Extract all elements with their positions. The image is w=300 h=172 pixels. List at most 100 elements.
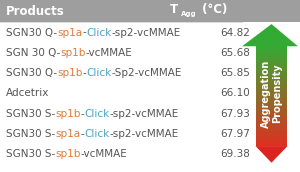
Bar (256, 97, 287, 99)
Polygon shape (256, 146, 287, 163)
Bar (256, 100, 287, 101)
Bar (256, 112, 287, 114)
Bar (256, 62, 287, 64)
Bar (256, 51, 287, 52)
Bar (256, 56, 287, 57)
Text: -: - (82, 28, 86, 37)
Bar (256, 76, 287, 77)
Bar (256, 79, 287, 80)
Text: SGN30 S-: SGN30 S- (6, 129, 55, 139)
Bar (256, 130, 287, 131)
Bar (256, 120, 287, 121)
Bar (256, 59, 287, 60)
Bar (256, 110, 287, 111)
Text: T: T (169, 3, 178, 16)
Bar (256, 50, 287, 51)
Text: -sp2-vcMMAE: -sp2-vcMMAE (111, 28, 181, 37)
Bar (256, 109, 287, 110)
Text: SGN30 Q-: SGN30 Q- (6, 28, 57, 37)
Text: 66.10: 66.10 (220, 88, 250, 98)
Bar (256, 49, 287, 50)
Bar (256, 137, 287, 139)
Bar (256, 102, 287, 104)
Bar (256, 61, 287, 62)
Bar (256, 132, 287, 134)
Bar (256, 89, 287, 90)
Text: 65.68: 65.68 (220, 48, 250, 58)
Text: Adcetrix: Adcetrix (6, 88, 50, 98)
Bar (256, 54, 287, 55)
Bar (256, 82, 287, 84)
Text: sp1a: sp1a (57, 28, 82, 37)
Text: Click: Click (84, 109, 110, 119)
Bar (256, 127, 287, 129)
Bar (256, 111, 287, 112)
Text: Agg: Agg (181, 11, 197, 17)
Bar (256, 124, 287, 125)
Text: sp1b: sp1b (55, 109, 81, 119)
Bar (256, 66, 287, 67)
Text: (°C): (°C) (198, 3, 227, 16)
Bar (256, 99, 287, 100)
Bar (256, 70, 287, 71)
Text: SGN 30 Q-: SGN 30 Q- (6, 48, 60, 58)
Bar (256, 114, 287, 115)
Bar (256, 47, 287, 49)
Bar (256, 101, 287, 102)
Bar (256, 67, 287, 69)
Bar (256, 139, 287, 140)
Text: -: - (81, 109, 84, 119)
Text: sp1b: sp1b (60, 48, 86, 58)
Bar (256, 74, 287, 75)
Bar (256, 80, 287, 81)
Bar (256, 60, 287, 61)
Bar (256, 55, 287, 56)
Bar (256, 91, 287, 92)
Polygon shape (242, 24, 298, 46)
Text: 67.97: 67.97 (220, 129, 250, 139)
Bar (256, 106, 287, 107)
Bar (256, 104, 287, 105)
Bar (256, 90, 287, 91)
Text: -sp2-vcMMAE: -sp2-vcMMAE (110, 109, 179, 119)
Bar (256, 105, 287, 106)
Text: sp1a: sp1a (55, 129, 80, 139)
Bar (256, 85, 287, 86)
Bar (256, 81, 287, 82)
Bar (256, 72, 287, 74)
Bar (256, 95, 287, 96)
Text: SGN30 Q-: SGN30 Q- (6, 68, 57, 78)
Bar (256, 64, 287, 65)
Text: sp1b: sp1b (57, 68, 82, 78)
Bar (256, 142, 287, 144)
Bar (256, 86, 287, 87)
Text: Click: Click (86, 68, 112, 78)
Text: sp1b: sp1b (55, 149, 81, 159)
Bar (256, 119, 287, 120)
Bar (256, 65, 287, 66)
Bar (256, 107, 287, 109)
Bar (256, 77, 287, 79)
Text: -vcMMAE: -vcMMAE (86, 48, 133, 58)
Bar (256, 126, 287, 127)
Text: -vcMMAE: -vcMMAE (81, 149, 128, 159)
Text: 69.38: 69.38 (220, 149, 250, 159)
Text: -sp2-vcMMAE: -sp2-vcMMAE (110, 129, 178, 139)
Bar (256, 125, 287, 126)
Bar (256, 87, 287, 89)
Bar (256, 96, 287, 97)
Bar (256, 135, 287, 136)
Bar (256, 92, 287, 94)
Text: -: - (82, 68, 86, 78)
Bar (256, 145, 287, 146)
Bar (256, 117, 287, 119)
Bar (256, 57, 287, 59)
Bar (256, 69, 287, 70)
Bar (256, 121, 287, 122)
Text: -: - (80, 129, 84, 139)
Bar (256, 46, 287, 47)
Bar (256, 141, 287, 142)
Text: Click: Click (86, 28, 111, 37)
Bar (256, 122, 287, 124)
Bar (256, 144, 287, 145)
